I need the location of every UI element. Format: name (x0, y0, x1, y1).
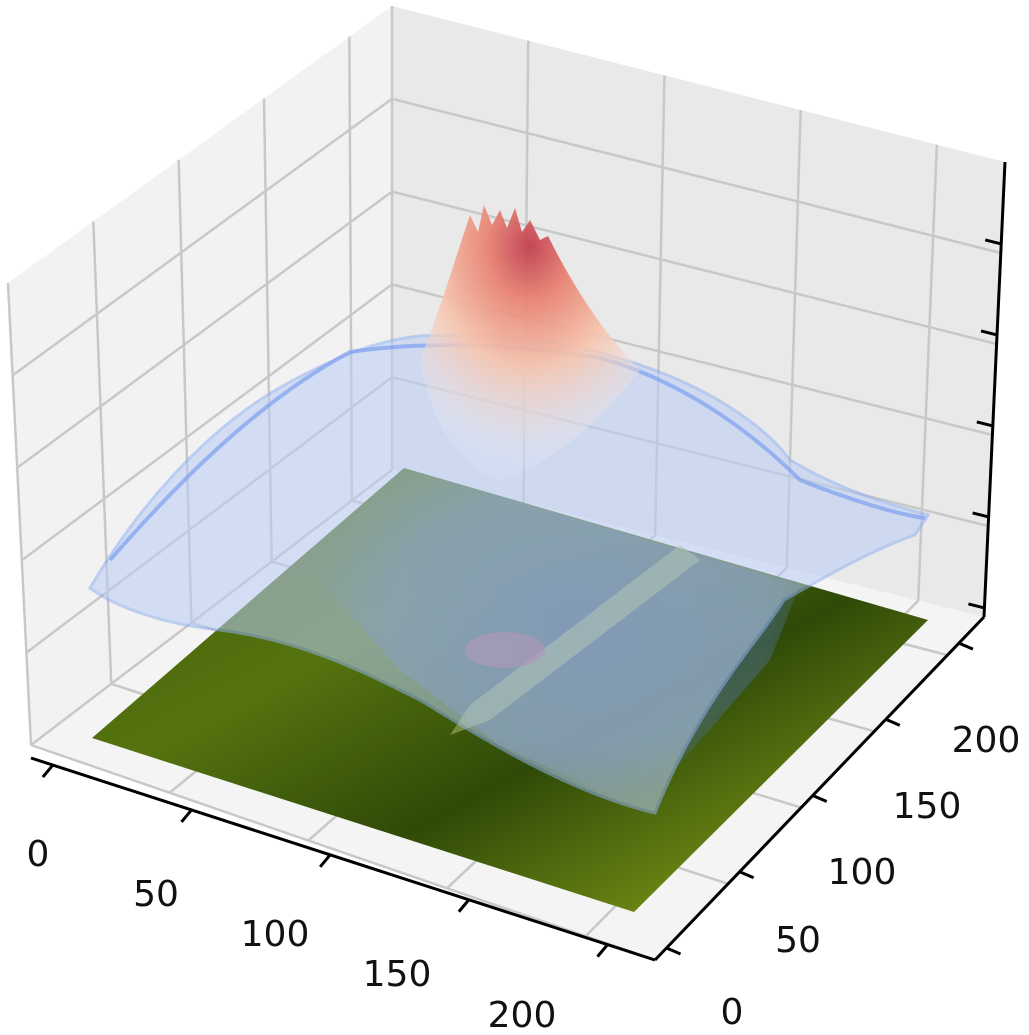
axes (30, 161, 1007, 962)
x-tick (319, 853, 332, 868)
z-grid-line (11, 97, 393, 377)
z-tick (976, 420, 994, 428)
z-axis-ticks (968, 238, 1002, 610)
y-axis-ticks (665, 641, 974, 956)
y-tick (885, 717, 901, 727)
z-grid-line (391, 190, 997, 346)
y-axis-line (653, 615, 986, 962)
y-tick (665, 946, 682, 956)
x-tick (41, 764, 54, 779)
z-grid-line (21, 283, 393, 562)
left-pane (8, 6, 392, 745)
x-tick-labels: 0 50 100 150 200 (27, 834, 557, 1035)
x-axis-ticks (41, 764, 609, 958)
z-axis-line (982, 161, 1007, 618)
y-tick-label: 50 (775, 920, 821, 961)
y-tick-label: 200 (952, 720, 1021, 761)
x-tick (596, 943, 609, 958)
z-tick (980, 329, 998, 337)
z-tick (968, 602, 985, 610)
y-tick-label: 0 (721, 992, 744, 1033)
y-tick (812, 794, 828, 803)
y-tick-label: 150 (893, 786, 962, 827)
z-grid-line (16, 190, 393, 469)
y-tick (958, 641, 974, 651)
x-tick (457, 898, 470, 913)
surface-peak (420, 205, 640, 480)
y-tick-label: 100 (828, 852, 897, 893)
x-tick-label: 50 (133, 874, 179, 915)
z-grid-line (391, 97, 1002, 255)
y-tick-labels: 0 50 100 150 200 (721, 720, 1021, 1033)
x-tick-label: 100 (241, 914, 310, 955)
x-tick-label: 150 (363, 954, 432, 995)
x-tick (180, 808, 193, 823)
x-tick-label: 0 (27, 834, 50, 875)
y-grid-line (30, 743, 656, 962)
x-axis-line (30, 756, 656, 962)
y-grid-line (92, 221, 113, 684)
x-tick-label: 200 (488, 995, 557, 1035)
y-grid-line (6, 282, 33, 746)
surface (88, 205, 931, 815)
z-tick (984, 238, 1002, 246)
z-tick (972, 511, 989, 519)
y-tick (739, 870, 755, 880)
